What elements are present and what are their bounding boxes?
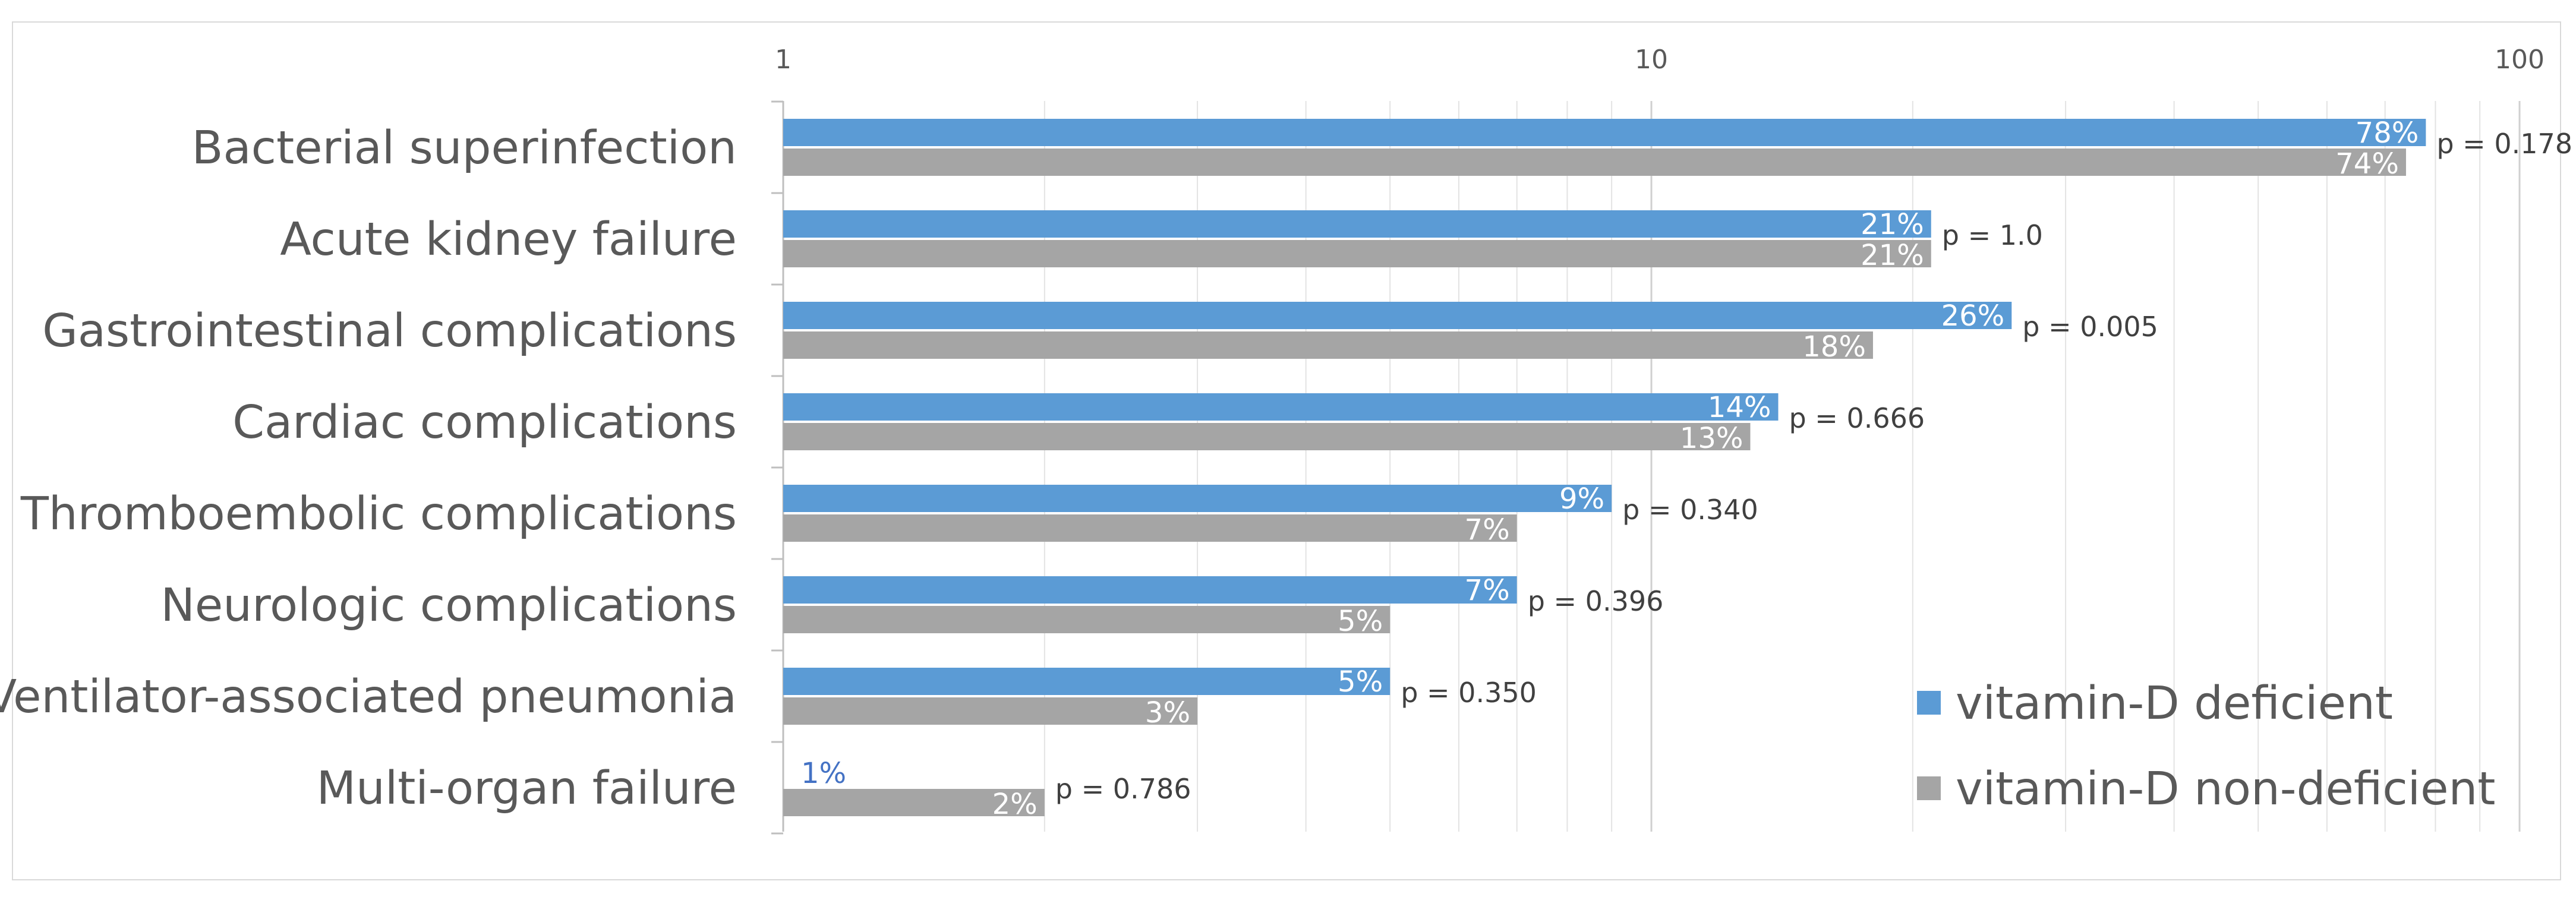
bar-vitamin-d-non-deficient xyxy=(783,331,1873,359)
category-label: Ventilator-associated pneumonia xyxy=(0,671,737,724)
bar-vitamin-d-deficient xyxy=(783,485,1612,512)
data-label-vitamin-d-deficient: 7% xyxy=(1465,574,1510,607)
legend-swatch-vitamin-d-deficient xyxy=(1917,691,1941,715)
p-value-label: p = 0.340 xyxy=(1622,494,1758,526)
data-label-vitamin-d-deficient: 26% xyxy=(1941,299,2005,333)
bar-vitamin-d-deficient xyxy=(783,119,2426,146)
data-label-vitamin-d-non-deficient: 21% xyxy=(1861,239,1924,272)
data-label-vitamin-d-non-deficient: 3% xyxy=(1145,696,1190,729)
category-label: Acute kidney failure xyxy=(280,213,737,266)
category-label: Cardiac complications xyxy=(232,396,737,449)
x-tick-label: 100 xyxy=(2495,45,2545,75)
category-label: Multi-organ failure xyxy=(317,762,737,815)
data-label-vitamin-d-non-deficient: 2% xyxy=(992,788,1038,821)
bar-vitamin-d-non-deficient xyxy=(783,514,1517,542)
legend-swatch-vitamin-d-non-deficient xyxy=(1917,776,1941,800)
p-value-label: p = 0.005 xyxy=(2022,311,2158,343)
legend-layer: vitamin-D deficient vitamin-D non-deficie… xyxy=(1917,677,2495,816)
data-label-vitamin-d-deficient: 21% xyxy=(1861,208,1924,241)
p-value-label: p = 0.350 xyxy=(1401,677,1537,709)
legend-label-vitamin-d-non-deficient: vitamin-D non-deficient xyxy=(1956,763,2495,816)
p-value-label: p = 0.786 xyxy=(1055,773,1191,805)
p-value-label: p = 1.0 xyxy=(1942,219,2043,251)
bar-vitamin-d-non-deficient xyxy=(783,149,2406,176)
bar-vitamin-d-non-deficient xyxy=(783,789,1045,816)
data-label-vitamin-d-deficient: 9% xyxy=(1559,482,1604,516)
category-label: Thromboembolic complications xyxy=(20,488,737,541)
bar-vitamin-d-deficient xyxy=(783,393,1779,421)
bar-vitamin-d-non-deficient xyxy=(783,606,1391,633)
bar-vitamin-d-non-deficient xyxy=(783,697,1198,725)
data-label-vitamin-d-non-deficient: 18% xyxy=(1802,330,1866,364)
data-label-vitamin-d-non-deficient: 74% xyxy=(2335,147,2399,181)
x-tick-label: 10 xyxy=(1635,45,1668,75)
bar-vitamin-d-non-deficient xyxy=(783,240,1931,267)
bar-vitamin-d-deficient xyxy=(783,668,1391,695)
data-label-vitamin-d-deficient: 5% xyxy=(1338,665,1383,699)
bar-vitamin-d-deficient xyxy=(783,576,1517,604)
bar-vitamin-d-deficient xyxy=(783,302,2012,329)
data-label-vitamin-d-non-deficient: 13% xyxy=(1680,422,1743,455)
bar-vitamin-d-deficient xyxy=(783,210,1931,238)
p-value-label: p = 0.178 xyxy=(2436,128,2572,160)
label-layer: Bacterial superinfection 78%74% p = 0.178 A… xyxy=(0,116,2572,821)
bar-layer xyxy=(783,119,2426,816)
p-value-label: p = 0.396 xyxy=(1528,585,1664,617)
legend-label-vitamin-d-deficient: vitamin-D deficient xyxy=(1956,677,2393,730)
category-label: Bacterial superinfection xyxy=(192,122,737,175)
data-label-vitamin-d-deficient: 1% xyxy=(801,757,846,790)
bar-vitamin-d-non-deficient xyxy=(783,423,1751,450)
data-label-vitamin-d-non-deficient: 5% xyxy=(1338,605,1383,638)
category-label: Gastrointestinal complications xyxy=(42,305,737,358)
data-label-vitamin-d-deficient: 78% xyxy=(2356,116,2419,150)
data-label-vitamin-d-deficient: 14% xyxy=(1708,391,1771,424)
x-tick-label: 1 xyxy=(775,45,792,75)
p-value-label: p = 0.666 xyxy=(1789,402,1925,434)
data-label-vitamin-d-non-deficient: 7% xyxy=(1465,513,1510,547)
category-label: Neurologic complications xyxy=(160,579,737,632)
